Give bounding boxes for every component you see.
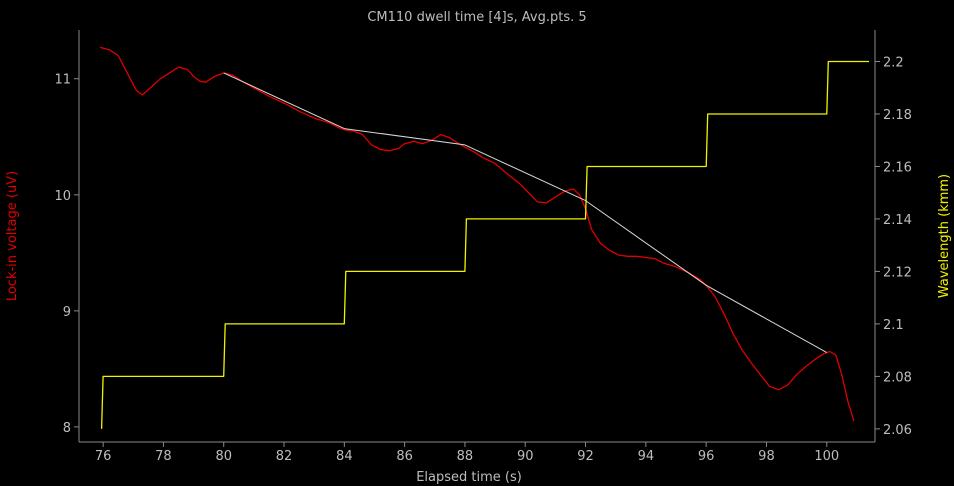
x-tick-label: 80 bbox=[215, 449, 232, 464]
lock-in-voltage-series bbox=[99, 46, 855, 422]
x-tick-label: 88 bbox=[457, 449, 474, 464]
x-tick-label: 96 bbox=[698, 449, 715, 464]
left-axis-ticks: 8 9 10 11 bbox=[54, 73, 79, 436]
x-tick-label: 82 bbox=[276, 449, 293, 464]
right-tick-label: 2.06 bbox=[883, 423, 912, 438]
left-tick-label: 10 bbox=[54, 189, 71, 204]
left-tick-label: 9 bbox=[63, 305, 71, 320]
left-y-axis-label: Lock-in voltage (uV) bbox=[5, 171, 20, 301]
x-tick-label: 94 bbox=[638, 449, 655, 464]
x-tick-label: 84 bbox=[336, 449, 353, 464]
wavelength-series bbox=[100, 60, 869, 429]
x-tick-label: 90 bbox=[517, 449, 534, 464]
x-tick-label: 92 bbox=[577, 449, 594, 464]
x-tick-label: 98 bbox=[758, 449, 775, 464]
x-tick-label: 86 bbox=[396, 449, 413, 464]
right-tick-label: 2.08 bbox=[883, 370, 912, 385]
right-tick-label: 2.1 bbox=[883, 318, 904, 333]
x-tick-label: 78 bbox=[155, 449, 172, 464]
chart-title: CM110 dwell time [4]s, Avg.pts. 5 bbox=[367, 10, 586, 25]
right-tick-label: 2.12 bbox=[883, 265, 912, 280]
right-tick-label: 2.14 bbox=[883, 213, 912, 228]
x-tick-label: 100 bbox=[814, 449, 839, 464]
x-axis-ticks: 76 78 80 82 84 86 88 90 92 94 96 98 100 bbox=[95, 442, 839, 464]
right-y-axis-label: Wavelength (kmm) bbox=[937, 174, 952, 298]
x-axis-label: Elapsed time (s) bbox=[416, 470, 522, 485]
plot-axes bbox=[78, 30, 876, 443]
x-tick-label: 76 bbox=[95, 449, 112, 464]
right-tick-label: 2.16 bbox=[883, 160, 912, 175]
series-layer bbox=[99, 46, 869, 429]
left-tick-label: 8 bbox=[63, 421, 71, 436]
right-tick-label: 2.2 bbox=[883, 55, 904, 70]
right-axis-ticks: 2.06 2.08 2.1 2.12 2.14 2.16 2.18 2.2 bbox=[875, 55, 912, 438]
right-tick-label: 2.18 bbox=[883, 108, 912, 123]
fit-line-series bbox=[223, 72, 828, 354]
left-tick-label: 11 bbox=[54, 73, 71, 88]
